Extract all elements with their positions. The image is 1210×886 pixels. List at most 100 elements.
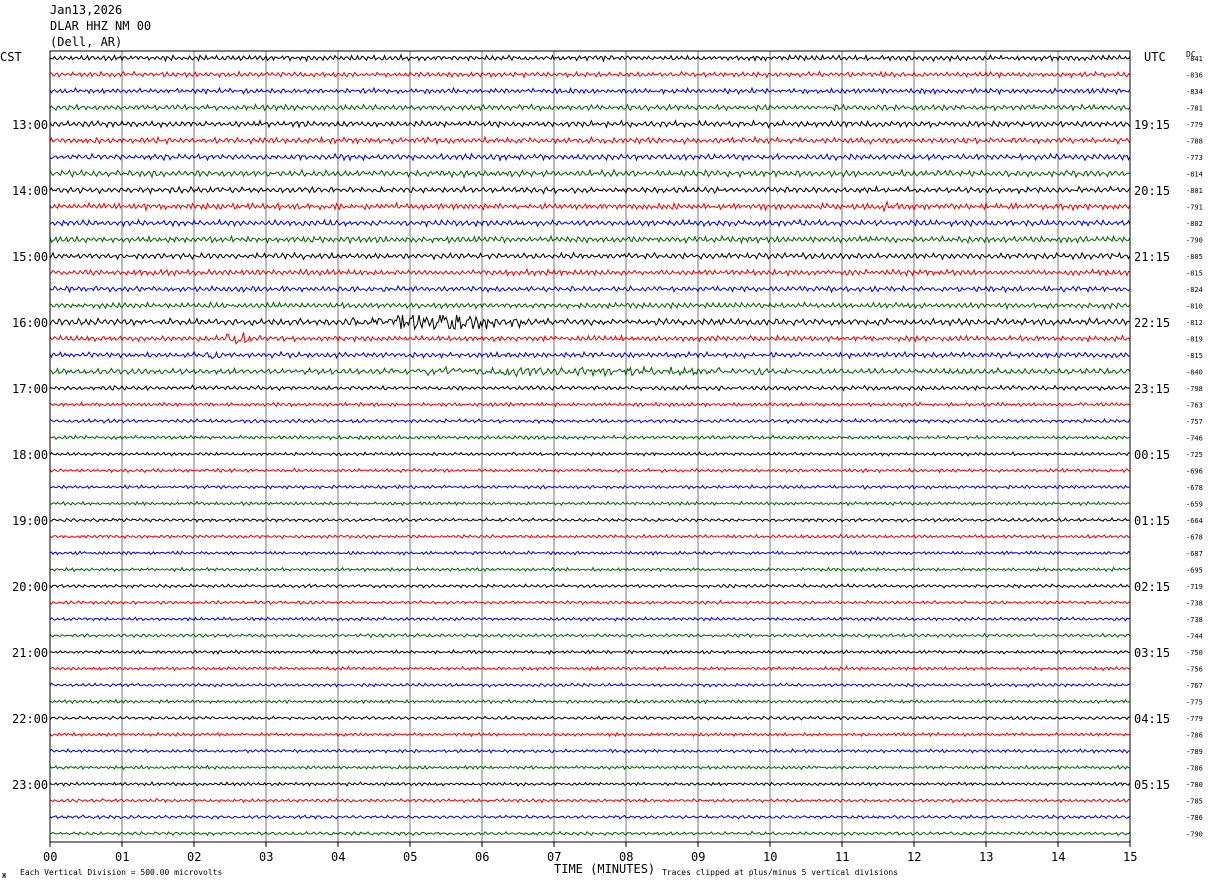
trace-line <box>49 350 1131 360</box>
dc-offset-label: -678 <box>1186 484 1203 492</box>
dc-offset-label: -815 <box>1186 352 1203 360</box>
hour-label-cst: 17:00 <box>12 382 48 396</box>
dc-offset-label: -695 <box>1186 567 1203 575</box>
trace-line <box>49 365 1131 378</box>
trace-line <box>49 599 1131 606</box>
x-tick-label: 08 <box>619 850 633 864</box>
hour-label-cst: 16:00 <box>12 316 48 330</box>
x-tick-label: 15 <box>1123 850 1137 864</box>
x-tick-label: 05 <box>403 850 417 864</box>
dc-offset-label: -819 <box>1186 336 1203 344</box>
x-tick-label: 04 <box>331 850 345 864</box>
x-tick-label: 03 <box>259 850 273 864</box>
dc-offset-label: -790 <box>1186 237 1203 245</box>
hour-label-cst: 15:00 <box>12 250 48 264</box>
hour-label-cst: 20:00 <box>12 580 48 594</box>
dc-offset-label: -696 <box>1186 468 1203 476</box>
x-tick-label: 01 <box>115 850 129 864</box>
x-tick-label: 09 <box>691 850 705 864</box>
dc-offset-label: -786 <box>1186 765 1203 773</box>
dc-offset-label: -789 <box>1186 748 1203 756</box>
left-timezone-label: CST <box>0 50 22 64</box>
hour-label-utc: 23:15 <box>1134 382 1170 396</box>
trace-line <box>49 70 1131 79</box>
clip-note: Traces clipped at plus/minus 5 vertical … <box>662 868 898 877</box>
hour-label-utc: 00:15 <box>1134 448 1170 462</box>
hour-label-utc: 04:15 <box>1134 712 1170 726</box>
hour-label-cst: 14:00 <box>12 184 48 198</box>
hour-label-cst: 13:00 <box>12 118 48 132</box>
dc-offset-label: -814 <box>1186 171 1203 179</box>
dc-offset-label: -785 <box>1186 798 1203 806</box>
trace-line <box>49 830 1131 837</box>
x-tick-label: 07 <box>547 850 561 864</box>
trace-line <box>49 566 1131 573</box>
trace-line <box>49 86 1131 96</box>
dc-offset-label: -738 <box>1186 600 1203 608</box>
time-gridlines <box>121 51 1059 842</box>
trace-line <box>49 550 1131 557</box>
hour-label-cst: 21:00 <box>12 646 48 660</box>
dc-offset-label: -775 <box>1186 699 1203 707</box>
x-tick-label: 06 <box>475 850 489 864</box>
trace-line <box>49 797 1131 804</box>
dc-offset-label: -791 <box>1186 204 1203 212</box>
right-timezone-label: UTC <box>1144 50 1166 64</box>
dc-offset-label: -805 <box>1186 253 1203 261</box>
dc-offset-label: -812 <box>1186 319 1203 327</box>
trace-line <box>49 451 1131 457</box>
scale-note: Each Vertical Division = 500.00 microvol… <box>20 868 222 877</box>
dc-offset-label: -773 <box>1186 154 1203 162</box>
trace-line <box>49 152 1131 162</box>
hour-label-utc: 02:15 <box>1134 580 1170 594</box>
dc-offset-label: -738 <box>1186 616 1203 624</box>
dc-offset-label: -781 <box>1186 105 1203 113</box>
trace-line <box>49 418 1131 425</box>
trace-line <box>49 135 1131 146</box>
trace-line <box>49 332 1131 345</box>
dc-offset-label: -815 <box>1186 270 1203 278</box>
dc-offset-label: -763 <box>1186 402 1203 410</box>
header-location: (Dell, AR) <box>50 35 123 49</box>
hour-label-cst: 18:00 <box>12 448 48 462</box>
dc-offset-label: -841 <box>1186 55 1203 63</box>
trace-line <box>49 665 1131 672</box>
dc-offset-label: -810 <box>1186 303 1203 311</box>
dc-offset-label: -786 <box>1186 732 1203 740</box>
trace-line <box>49 533 1131 540</box>
trace-line <box>49 616 1131 622</box>
hour-labels: -841 -836 -834 -781 -779 -788 -773 -814 -801 -791… <box>12 55 1203 839</box>
trace-line <box>49 715 1131 721</box>
trace-line <box>49 218 1131 228</box>
dc-offset-label: -659 <box>1186 501 1203 509</box>
x-tick-label: 12 <box>907 850 921 864</box>
hour-label-utc: 20:15 <box>1134 184 1170 198</box>
trace-line <box>49 583 1131 589</box>
dc-offset-label: -746 <box>1186 435 1203 443</box>
trace-line <box>49 814 1131 820</box>
trace-line <box>49 314 1131 331</box>
trace-line <box>49 698 1131 705</box>
dc-offset-label: -757 <box>1186 418 1203 426</box>
corner-mark: Ж <box>2 872 7 880</box>
trace-line <box>49 267 1131 278</box>
trace-line <box>50 434 1131 441</box>
trace-line <box>49 401 1131 408</box>
hour-label-cst: 19:00 <box>12 514 48 528</box>
hour-label-cst: 23:00 <box>12 778 48 792</box>
dc-offset-label: -767 <box>1186 682 1203 690</box>
dc-offset-label: -801 <box>1186 187 1203 195</box>
dc-offset-label: -719 <box>1186 583 1203 591</box>
header-station: DLAR HHZ NM 00 <box>50 19 152 33</box>
dc-offset-label: -750 <box>1186 649 1203 657</box>
trace-line <box>49 251 1131 261</box>
hour-label-utc: 01:15 <box>1134 514 1170 528</box>
dc-offset-label: -824 <box>1186 286 1203 294</box>
hour-label-utc: 03:15 <box>1134 646 1170 660</box>
dc-offset-label: -725 <box>1186 451 1203 459</box>
trace-line <box>50 500 1131 507</box>
dc-offset-label: -780 <box>1186 781 1203 789</box>
trace-line <box>49 764 1131 771</box>
x-tick-label: 02 <box>187 850 201 864</box>
